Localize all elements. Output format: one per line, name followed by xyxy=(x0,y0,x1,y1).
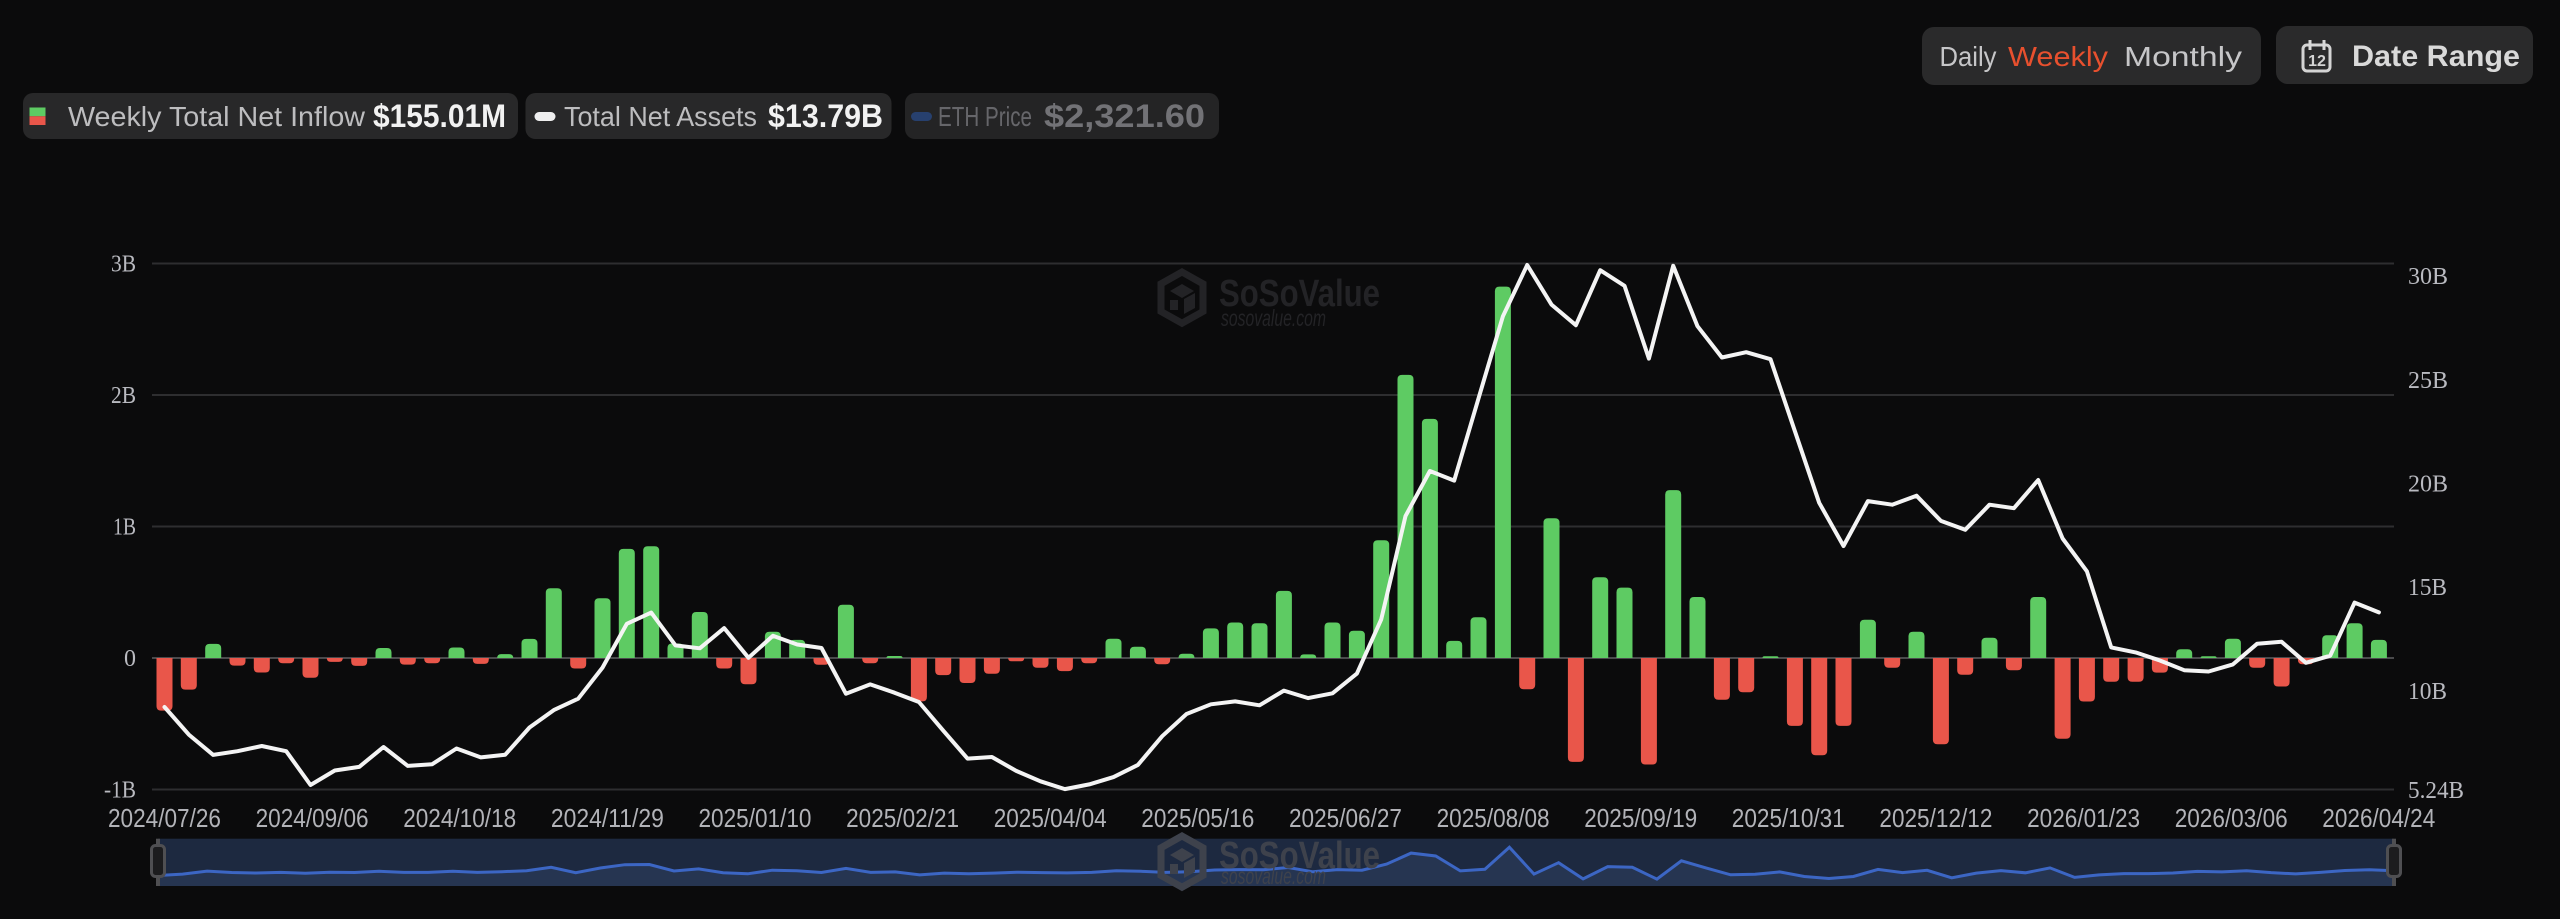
svg-text:Monthly: Monthly xyxy=(2124,41,2242,72)
svg-text:$155.01M: $155.01M xyxy=(373,98,506,134)
svg-text:10B: 10B xyxy=(2408,679,2447,705)
svg-text:15B: 15B xyxy=(2408,575,2447,601)
svg-text:25B: 25B xyxy=(2408,368,2448,394)
svg-text:2024/10/18: 2024/10/18 xyxy=(403,803,516,833)
svg-text:5.24B: 5.24B xyxy=(2408,778,2464,804)
svg-text:2025/02/21: 2025/02/21 xyxy=(846,803,959,833)
svg-text:2026/04/24: 2026/04/24 xyxy=(2322,803,2435,833)
svg-text:2025/08/08: 2025/08/08 xyxy=(1437,803,1550,833)
svg-text:sosovalue.com: sosovalue.com xyxy=(1221,863,1326,889)
svg-text:12: 12 xyxy=(2308,53,2326,70)
svg-text:2026/01/23: 2026/01/23 xyxy=(2027,803,2140,833)
svg-text:20B: 20B xyxy=(2408,472,2448,498)
svg-text:2024/07/26: 2024/07/26 xyxy=(108,803,221,833)
svg-text:$13.79B: $13.79B xyxy=(768,98,883,134)
svg-text:0: 0 xyxy=(124,646,136,672)
svg-text:2025/10/31: 2025/10/31 xyxy=(1732,803,1845,833)
svg-text:2025/12/12: 2025/12/12 xyxy=(1879,803,1992,833)
svg-text:30B: 30B xyxy=(2408,264,2448,290)
svg-text:2025/09/19: 2025/09/19 xyxy=(1584,803,1697,833)
svg-text:Weekly Total Net Inflow: Weekly Total Net Inflow xyxy=(68,101,366,132)
svg-text:2025/05/16: 2025/05/16 xyxy=(1141,803,1254,833)
svg-text:2026/03/06: 2026/03/06 xyxy=(2175,803,2288,833)
svg-text:2025/01/10: 2025/01/10 xyxy=(699,803,812,833)
svg-text:ETH Price: ETH Price xyxy=(938,101,1032,132)
svg-text:Date Range: Date Range xyxy=(2352,40,2520,73)
svg-text:Daily: Daily xyxy=(1940,41,1997,72)
svg-text:SoSoValue: SoSoValue xyxy=(1219,273,1380,315)
svg-text:Weekly: Weekly xyxy=(2008,41,2108,72)
svg-text:2024/09/06: 2024/09/06 xyxy=(256,803,369,833)
svg-text:2025/06/27: 2025/06/27 xyxy=(1289,803,1402,833)
svg-text:SoSoValue: SoSoValue xyxy=(1219,835,1380,877)
svg-text:2B: 2B xyxy=(111,383,136,409)
svg-text:2024/11/29: 2024/11/29 xyxy=(551,803,664,833)
svg-text:sosovalue.com: sosovalue.com xyxy=(1221,305,1326,331)
svg-text:1B: 1B xyxy=(113,515,136,541)
svg-text:Total Net Assets: Total Net Assets xyxy=(564,101,757,132)
svg-text:$2,321.60: $2,321.60 xyxy=(1044,98,1205,134)
svg-text:3B: 3B xyxy=(111,252,136,278)
svg-text:-1B: -1B xyxy=(104,778,136,804)
svg-text:2025/04/04: 2025/04/04 xyxy=(994,803,1107,833)
